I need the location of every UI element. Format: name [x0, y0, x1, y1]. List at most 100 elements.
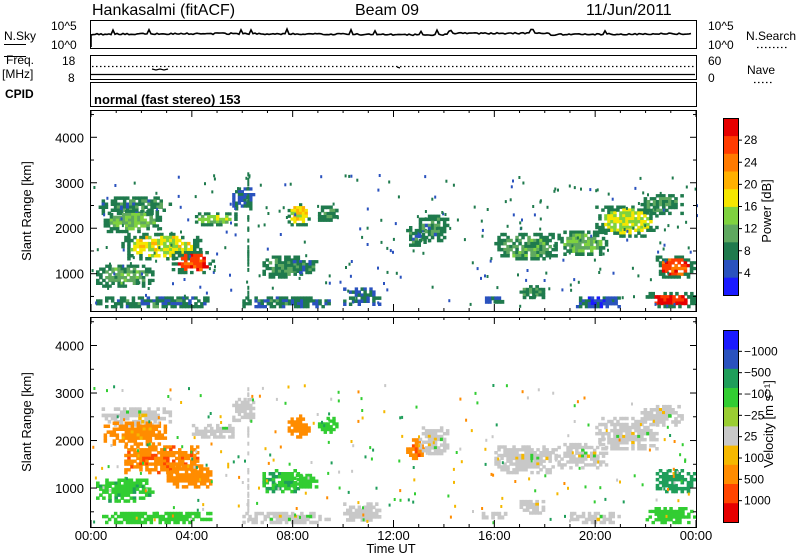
echo-cell: [509, 247, 513, 252]
echo-cell: [190, 517, 193, 521]
echo-cell: [539, 200, 542, 204]
echo-cell: [188, 254, 191, 258]
echo-cell: [141, 485, 144, 489]
echo-cell: [672, 515, 676, 519]
echo-cell: [651, 520, 655, 525]
echo-cell: [258, 394, 261, 398]
echo-cell: [104, 416, 109, 421]
echo-cell: [151, 490, 155, 494]
echo-cell: [117, 276, 121, 280]
echo-cell: [640, 202, 645, 207]
echo-cell: [622, 211, 626, 215]
echo-cell: [116, 514, 121, 519]
freq-panel-frame: [90, 55, 697, 80]
echo-cell: [512, 462, 516, 466]
echo-cell: [525, 278, 528, 282]
echo-cell: [395, 271, 398, 275]
echo-cell: [592, 448, 597, 453]
echo-cell: [399, 416, 402, 420]
echo-cell: [96, 484, 100, 488]
echo-cell: [194, 195, 197, 199]
echo-cell: [113, 208, 118, 212]
echo-cell: [504, 200, 507, 204]
echo-cell: [623, 228, 626, 231]
echo-cell: [190, 473, 195, 477]
echo-cell: [180, 230, 182, 234]
echo-cell: [470, 429, 473, 433]
echo-cell: [249, 193, 253, 197]
echo-cell: [548, 254, 552, 258]
echo-cell: [607, 437, 611, 442]
echo-cell: [271, 272, 276, 276]
echo-cell: [554, 244, 558, 249]
echo-cell: [197, 299, 201, 303]
echo-cell: [675, 512, 679, 516]
echo-cell: [219, 426, 223, 431]
echo-cell: [654, 302, 657, 306]
echo-cell: [197, 498, 200, 502]
echo-cell: [637, 441, 641, 445]
echo-cell: [581, 233, 585, 238]
echo-cell: [299, 260, 303, 264]
echo-cell: [249, 406, 253, 411]
echo-cell: [237, 403, 242, 408]
echo-cell: [619, 416, 623, 421]
echo-cell: [677, 499, 680, 503]
echo-cell: [166, 445, 170, 449]
echo-cell: [249, 195, 253, 200]
colorbar-tick-label: −1000: [744, 344, 778, 358]
echo-cell: [146, 443, 149, 447]
echo-cell: [220, 421, 223, 424]
echo-cell: [249, 403, 253, 408]
echo-cell: [126, 196, 130, 200]
echo-cell: [132, 273, 137, 277]
noise-right-tick-low: 10^0: [708, 38, 734, 52]
echo-cell: [145, 453, 149, 458]
echo-cell: [675, 291, 679, 296]
echo-cell: [206, 517, 210, 522]
echo-cell: [445, 223, 450, 228]
echo-cell: [397, 195, 400, 199]
echo-cell: [631, 266, 634, 270]
colorbar-tick-label: 25: [744, 430, 758, 444]
echo-cell: [274, 469, 279, 473]
echo-cell: [115, 227, 120, 231]
echo-cell: [93, 520, 96, 524]
echo-cell: [302, 485, 306, 489]
echo-cell: [622, 217, 626, 221]
echo-cell: [351, 511, 356, 516]
echo-cell: [652, 205, 657, 210]
echo-cell: [141, 478, 146, 482]
echo-cell: [105, 490, 109, 494]
echo-cell: [135, 264, 140, 268]
echo-cell: [99, 493, 103, 497]
echo-cell: [297, 296, 301, 300]
echo-cell: [665, 208, 669, 213]
echo-cell: [163, 235, 167, 240]
echo-cell: [138, 416, 142, 421]
echo-cell: [674, 202, 678, 207]
echo-cell: [119, 514, 124, 519]
echo-cell: [649, 217, 653, 221]
echo-cell: [533, 456, 537, 461]
echo-cell: [649, 214, 653, 218]
echo-cell: [181, 247, 185, 252]
echo-cell: [134, 511, 139, 516]
echo-cell: [302, 262, 306, 266]
echo-cell: [613, 425, 617, 430]
echo-cell: [180, 401, 183, 404]
echo-cell: [506, 470, 510, 475]
echo-cell: [527, 238, 531, 243]
echo-cell: [626, 238, 629, 242]
echo-cell: [160, 468, 164, 472]
noise-left-tick-low: 10^0: [51, 38, 77, 52]
echo-cell: [96, 481, 100, 485]
echo-cell: [640, 417, 645, 421]
echo-cell: [506, 244, 510, 249]
echo-cell: [111, 278, 115, 283]
echo-cell: [154, 424, 159, 428]
echo-cell: [509, 198, 512, 202]
echo-cell: [480, 276, 482, 280]
echo-cell: [184, 485, 189, 489]
echo-cell: [281, 266, 285, 271]
